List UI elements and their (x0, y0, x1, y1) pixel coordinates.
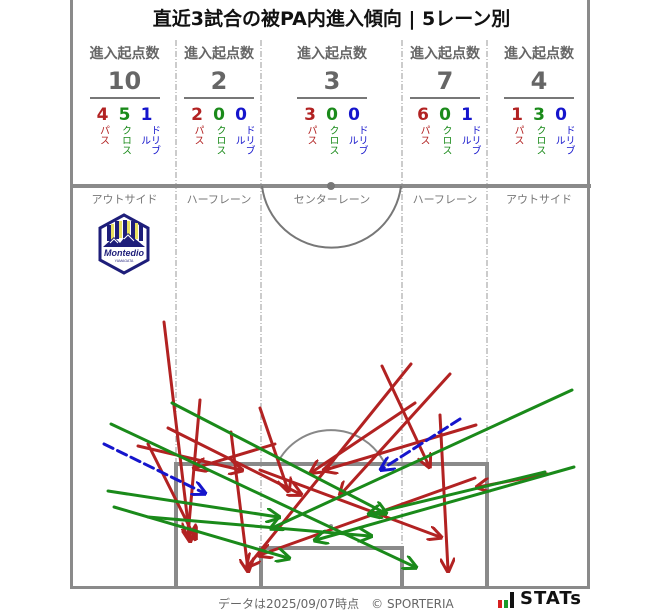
chart-title: 直近3試合の被PA内進入傾向 | 5レーン別 (152, 8, 511, 30)
pass-arrow (146, 442, 195, 538)
lane-name-outside-left: アウトサイド (91, 193, 158, 206)
lane-rule (184, 97, 254, 99)
pass-count: 6 (417, 105, 429, 125)
penalty-arc (276, 429, 386, 465)
pass-arrow (341, 372, 452, 494)
dribble-arrow (102, 442, 204, 493)
cross-count: 5 (118, 105, 131, 125)
cross-count: 0 (326, 105, 338, 125)
cross-arrow (316, 465, 576, 540)
dribble-count: 1 (461, 105, 473, 125)
stats-bar-red (498, 600, 502, 608)
chart-frame (70, 0, 590, 589)
lane-rule (410, 97, 480, 99)
cross-arrow (106, 489, 278, 517)
cross-label: クロス (534, 125, 545, 155)
pass-label: パス (512, 125, 523, 145)
pass-label: パス (97, 125, 109, 145)
lane-rule (504, 97, 574, 99)
dribble-label: ドリブル (346, 125, 367, 155)
pass-arrow (325, 423, 478, 470)
dribble-label: ドリブル (138, 125, 160, 155)
stats-bar-black (510, 592, 514, 608)
lane-breakdown: 1 パス 3 クロス 0 ドリブル (488, 105, 590, 155)
lane-total: 3 (323, 67, 341, 95)
lane-breakdown: 4 パス 5 クロス 1 ドリブル (73, 105, 176, 155)
cross-label: クロス (327, 125, 338, 155)
dribble-count: 0 (555, 105, 567, 125)
pass-label: パス (305, 125, 316, 145)
stats-bar-green (504, 600, 508, 608)
dribble-arrow (382, 417, 462, 469)
cross-count: 0 (213, 105, 225, 125)
dribble-count: 0 (348, 105, 360, 125)
lane-header-label: 進入起点数 (504, 46, 574, 62)
lane-stats-half-left: 進入起点数 2 2 パス 0 クロス 0 ドリブル (177, 40, 261, 183)
cross-arrow (370, 470, 547, 514)
pass-arrow (312, 401, 417, 472)
lane-breakdown: 3 パス 0 クロス 0 ドリブル (262, 105, 402, 155)
pass-arrow (438, 413, 448, 570)
lane-stats-outside-left: 進入起点数 10 4 パス 5 クロス 1 ドリブル (73, 40, 176, 183)
dribble-count: 1 (140, 105, 153, 125)
lane-header-label: 進入起点数 (89, 46, 160, 62)
lane-total: 4 (530, 67, 548, 95)
lane-name-outside-right: アウトサイド (506, 193, 572, 206)
lane-header-label: 進入起点数 (297, 46, 367, 62)
lane-rule (297, 97, 367, 99)
lane-total: 7 (436, 67, 454, 95)
lane-name-half-right: ハーフレーン (412, 193, 478, 206)
lane-header-label: 進入起点数 (410, 46, 480, 62)
lane-breakdown: 2 パス 0 クロス 0 ドリブル (177, 105, 261, 155)
pass-count: 2 (191, 105, 203, 125)
cross-arrow (112, 505, 288, 558)
lane-name-half-left: ハーフレーン (186, 193, 252, 206)
cross-arrow (272, 388, 574, 528)
pass-arrow (136, 444, 241, 470)
dribble-label: ドリブル (553, 125, 574, 155)
cross-label: クロス (119, 125, 131, 155)
footer-note: データは2025/09/07時点 © SPORTERIA (218, 597, 454, 611)
cross-arrow (170, 401, 385, 513)
team-logo-name: Montedio (104, 248, 144, 258)
stats-brand-logo: STATs (498, 590, 582, 608)
cross-count: 3 (533, 105, 545, 125)
pass-count: 4 (96, 105, 109, 125)
cross-label: クロス (214, 125, 225, 155)
dribble-count: 0 (235, 105, 247, 125)
center-spot (327, 182, 335, 190)
lane-breakdown: 6 パス 0 クロス 1 ドリブル (403, 105, 487, 155)
cross-label: クロス (440, 125, 451, 155)
center-circle (261, 185, 402, 249)
lane-stats-center: 進入起点数 3 3 パス 0 クロス 0 ドリブル (262, 40, 402, 183)
cross-count: 0 (439, 105, 451, 125)
lane-total: 2 (210, 67, 228, 95)
pass-count: 1 (511, 105, 523, 125)
lane-header-label: 進入起点数 (184, 46, 254, 62)
dribble-label: ドリブル (459, 125, 480, 155)
pass-label: パス (192, 125, 203, 145)
dribble-label: ドリブル (233, 125, 254, 155)
pass-arrow (258, 406, 288, 490)
lane-name-center: センターレーン (293, 193, 371, 206)
lane-total: 10 (107, 67, 142, 95)
pass-arrow (258, 468, 440, 537)
lane-stats-half-right: 進入起点数 7 6 パス 0 クロス 1 ドリブル (403, 40, 487, 183)
lane-stats-header: 進入起点数 10 4 パス 5 クロス 1 ドリブル 進入起点数 2 2 パス 0 クロス… (73, 40, 590, 183)
lane-stats-outside-right: 進入起点数 4 1 パス 3 クロス 0 ドリブル (488, 40, 590, 183)
lane-rule (89, 97, 160, 99)
pass-arrow (380, 364, 429, 466)
entry-arrows (102, 320, 576, 570)
team-logo: Montedio YAMAGATA (98, 213, 150, 275)
goal-area (259, 546, 404, 587)
pass-label: パス (418, 125, 429, 145)
team-logo-sub: YAMAGATA (115, 259, 134, 263)
stats-brand-text: STATs (520, 588, 582, 609)
cross-arrow (146, 515, 370, 536)
pass-count: 3 (304, 105, 316, 125)
